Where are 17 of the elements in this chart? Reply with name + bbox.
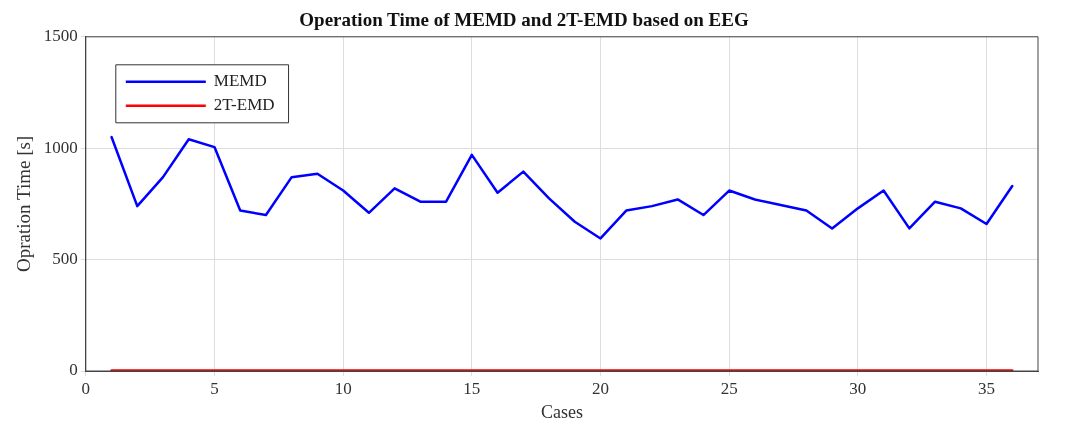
- x-tick-label: 30: [849, 378, 867, 398]
- x-tick-label: 35: [978, 378, 996, 398]
- y-axis-title: Opration Time [s]: [13, 135, 35, 272]
- y-tick-label: 500: [52, 249, 78, 269]
- x-tick-label: 0: [81, 378, 91, 398]
- chart-title: Operation Time of MEMD and 2T-EMD based on EEG: [299, 9, 749, 31]
- legend-label: MEMD: [213, 71, 267, 91]
- x-tick-label: 25: [720, 378, 738, 398]
- x-tick-label: 10: [334, 378, 352, 398]
- x-tick-label: 15: [463, 378, 481, 398]
- y-tick-label: 0: [69, 360, 78, 380]
- x-tick-label: 20: [592, 378, 609, 398]
- legend-label: 2T-EMD: [213, 95, 275, 115]
- x-axis-title: Cases: [540, 401, 583, 422]
- y-tick-label: 1000: [43, 137, 78, 157]
- x-tick-label: 5: [210, 378, 219, 398]
- y-tick-label: 1500: [43, 26, 78, 46]
